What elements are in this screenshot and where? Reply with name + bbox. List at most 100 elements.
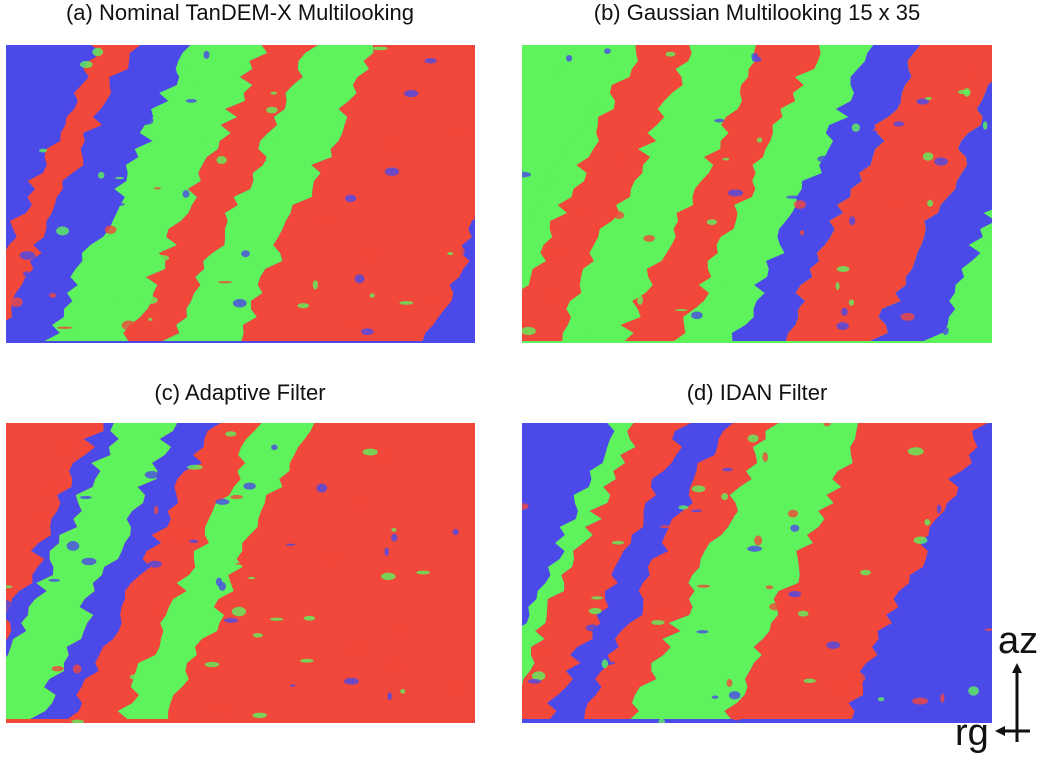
speckle bbox=[148, 318, 152, 321]
speckle bbox=[225, 431, 236, 436]
speckle bbox=[92, 48, 103, 56]
speckle bbox=[49, 293, 56, 297]
speckle bbox=[870, 76, 884, 79]
speckle bbox=[35, 514, 43, 520]
speckle bbox=[769, 603, 780, 610]
speckle bbox=[98, 172, 104, 179]
speckle bbox=[908, 447, 924, 455]
speckle bbox=[602, 659, 608, 668]
speckle bbox=[323, 556, 338, 562]
speckle bbox=[457, 247, 464, 255]
speckle bbox=[148, 561, 162, 568]
speckle bbox=[766, 585, 773, 589]
panel-caption: (d) IDAN Filter bbox=[687, 380, 828, 405]
speckle bbox=[852, 123, 860, 131]
speckle bbox=[270, 618, 283, 621]
speckle bbox=[385, 141, 397, 150]
speckle bbox=[391, 630, 405, 633]
speckle bbox=[686, 301, 698, 309]
speckle bbox=[691, 311, 703, 319]
speckle bbox=[873, 128, 889, 132]
speckle bbox=[614, 211, 624, 219]
speckle bbox=[658, 719, 665, 726]
speckle bbox=[800, 230, 804, 235]
speckle bbox=[286, 544, 296, 546]
speckle bbox=[253, 633, 263, 637]
speckle bbox=[712, 696, 719, 699]
speckle bbox=[849, 216, 855, 225]
speckle bbox=[122, 321, 136, 331]
speckle bbox=[243, 483, 255, 490]
speckle bbox=[540, 648, 548, 651]
speckle bbox=[80, 61, 93, 68]
speckle bbox=[528, 679, 541, 684]
speckle bbox=[429, 297, 435, 305]
speckle bbox=[890, 204, 905, 207]
speckle bbox=[696, 630, 708, 633]
speckle bbox=[977, 240, 986, 246]
speckle bbox=[154, 608, 167, 611]
speckle bbox=[271, 445, 278, 451]
speckle bbox=[757, 137, 762, 142]
speckle bbox=[183, 190, 190, 198]
speckle bbox=[521, 327, 536, 335]
speckle bbox=[931, 678, 937, 685]
interferogram bbox=[475, 45, 1039, 343]
speckle bbox=[216, 578, 222, 586]
speckle bbox=[319, 216, 334, 220]
speckle bbox=[39, 149, 47, 153]
speckle bbox=[0, 600, 12, 609]
speckle bbox=[823, 421, 830, 427]
speckle bbox=[675, 309, 688, 311]
speckle bbox=[854, 673, 865, 683]
speckle bbox=[400, 689, 405, 694]
speckle bbox=[962, 635, 976, 640]
speckle bbox=[154, 506, 158, 515]
speckle bbox=[748, 434, 759, 442]
speckle bbox=[381, 573, 396, 580]
speckle bbox=[831, 682, 846, 692]
speckle bbox=[416, 571, 430, 575]
speckle bbox=[241, 250, 250, 257]
speckle bbox=[370, 293, 375, 297]
speckle bbox=[271, 92, 278, 95]
speckle bbox=[176, 70, 188, 75]
speckle bbox=[105, 226, 117, 235]
speckle bbox=[48, 579, 60, 582]
speckle bbox=[140, 118, 151, 124]
speckle bbox=[651, 620, 664, 625]
speckle bbox=[878, 697, 885, 701]
speckle bbox=[67, 541, 80, 551]
az-label: az bbox=[998, 620, 1038, 662]
speckle bbox=[11, 297, 23, 307]
speckle bbox=[911, 104, 916, 109]
speckle bbox=[145, 471, 159, 479]
speckle bbox=[391, 534, 397, 542]
speckle bbox=[754, 535, 762, 545]
speckle bbox=[350, 645, 366, 654]
speckle bbox=[45, 228, 55, 236]
speckle bbox=[304, 616, 315, 621]
speckle bbox=[377, 453, 389, 462]
speckle bbox=[344, 678, 359, 685]
speckle bbox=[363, 449, 378, 456]
speckle bbox=[355, 274, 365, 283]
speckle bbox=[577, 210, 588, 212]
speckle bbox=[616, 152, 622, 161]
speckle bbox=[728, 189, 743, 196]
speckle bbox=[890, 100, 901, 105]
speckle bbox=[794, 304, 800, 310]
speckle bbox=[2, 585, 12, 588]
speckle bbox=[697, 585, 710, 588]
speckle bbox=[537, 498, 549, 503]
speckle bbox=[143, 296, 158, 304]
speckle bbox=[210, 706, 224, 708]
speckle bbox=[541, 183, 549, 191]
interferogram bbox=[479, 421, 1039, 725]
speckle bbox=[23, 271, 31, 276]
speckle bbox=[939, 291, 950, 301]
speckle bbox=[925, 97, 932, 100]
speckle bbox=[587, 328, 592, 336]
speckle bbox=[968, 71, 975, 78]
speckle bbox=[384, 547, 388, 556]
